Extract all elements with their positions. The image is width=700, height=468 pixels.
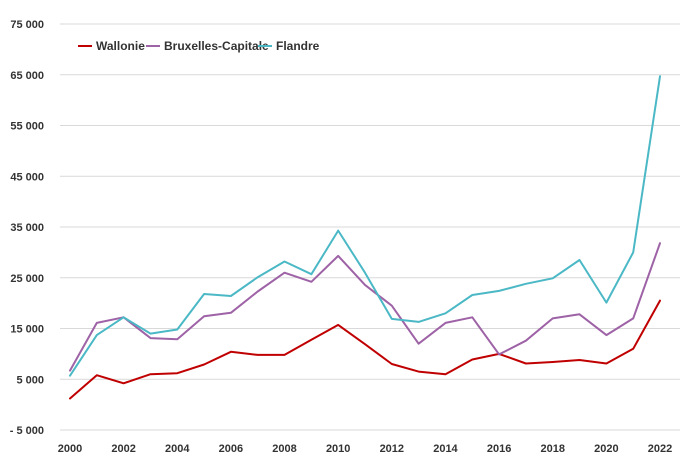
y-tick-label: 25 000 [10, 273, 44, 285]
legend-label: Flandre [276, 39, 320, 53]
x-tick-label: 2012 [380, 443, 404, 455]
x-tick-label: 2022 [648, 443, 672, 455]
x-axis-ticks: 2000 2002 2004 2006 2008 2010 2012 2014 2016 2018… [58, 443, 672, 455]
x-tick-label: 2008 [272, 443, 296, 455]
y-tick-label: 5 000 [16, 374, 44, 386]
series-lines [69, 75, 661, 400]
x-tick-label: 2006 [219, 443, 243, 455]
x-tick-label: 2018 [540, 443, 564, 455]
series-line-wallonie [69, 299, 661, 400]
x-tick-label: 2020 [594, 443, 618, 455]
series-line-flandre [69, 75, 661, 377]
y-axis-ticks: 75 000 65 000 55 000 45 000 35 000 25 000 15 0… [10, 19, 44, 437]
legend-label: Bruxelles-Capitale [164, 39, 269, 53]
x-tick-label: 2010 [326, 443, 350, 455]
y-tick-label: 35 000 [10, 222, 44, 234]
y-tick-label: - 5 000 [10, 425, 44, 437]
x-tick-label: 2004 [165, 443, 190, 455]
y-tick-label: 65 000 [10, 70, 44, 82]
y-tick-label: 45 000 [10, 171, 44, 183]
x-tick-label: 2014 [433, 443, 458, 455]
y-tick-label: 55 000 [10, 121, 44, 133]
x-tick-label: 2016 [487, 443, 511, 455]
x-tick-label: 2002 [111, 443, 135, 455]
x-tick-label: 2000 [58, 443, 82, 455]
y-tick-label: 75 000 [10, 19, 44, 31]
series-line-bruxelles-capitale [69, 242, 661, 372]
legend: Wallonie Bruxelles-Capitale Flandre [78, 39, 320, 53]
y-tick-label: 15 000 [10, 324, 44, 336]
legend-label: Wallonie [96, 39, 145, 53]
gridlines [60, 23, 680, 431]
